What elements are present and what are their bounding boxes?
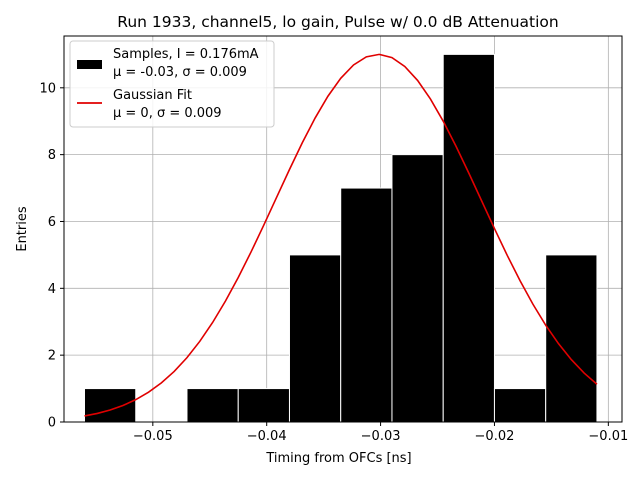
histogram-bars: [83, 53, 598, 423]
y-tick-label: 10: [39, 81, 56, 96]
y-axis-label: Entries: [15, 206, 30, 252]
plot-frame: [63, 35, 623, 423]
histogram-bar: [186, 388, 239, 423]
legend: Samples, I = 0.176mA μ = -0.03, σ = 0.00…: [69, 40, 275, 128]
legend-samples-swatch: [77, 60, 102, 69]
histogram-bar: [545, 254, 598, 423]
x-tick-label: −0.05: [133, 429, 173, 444]
y-tick-label: 0: [48, 416, 56, 431]
histogram-bar: [288, 254, 342, 423]
x-axis-ticks: −0.05 −0.04 −0.03 −0.02 −0.01: [133, 422, 628, 444]
y-tick-label: 8: [48, 148, 56, 163]
x-tick-label: −0.03: [361, 429, 401, 444]
histogram-bar: [237, 388, 290, 423]
histogram-bar: [442, 53, 495, 423]
histogram-bar: [493, 388, 547, 423]
gaussian-fit-line: [84, 53, 598, 417]
histogram-bar: [83, 388, 137, 423]
legend-fit-stats: μ = 0, σ = 0.009: [113, 106, 222, 121]
y-tick-label: 6: [48, 215, 56, 230]
histogram-bar: [391, 154, 444, 423]
histogram-bar: [340, 187, 393, 423]
legend-samples-label: Samples, I = 0.176mA: [113, 47, 259, 62]
y-tick-label: 2: [48, 349, 56, 364]
y-axis-ticks: 0 2 4 6 8 10: [39, 81, 64, 431]
y-tick-label: 4: [48, 282, 56, 297]
x-axis-label: Timing from OFCs [ns]: [265, 451, 411, 466]
legend-fit-label: Gaussian Fit: [113, 88, 192, 103]
legend-samples-stats: μ = -0.03, σ = 0.009: [113, 65, 247, 80]
x-tick-label: −0.04: [247, 429, 287, 444]
x-tick-label: −0.01: [588, 429, 628, 444]
x-tick-label: −0.02: [475, 429, 515, 444]
legend-box: [69, 40, 275, 128]
chart-title: Run 1933, channel5, lo gain, Pulse w/ 0.…: [117, 13, 558, 31]
